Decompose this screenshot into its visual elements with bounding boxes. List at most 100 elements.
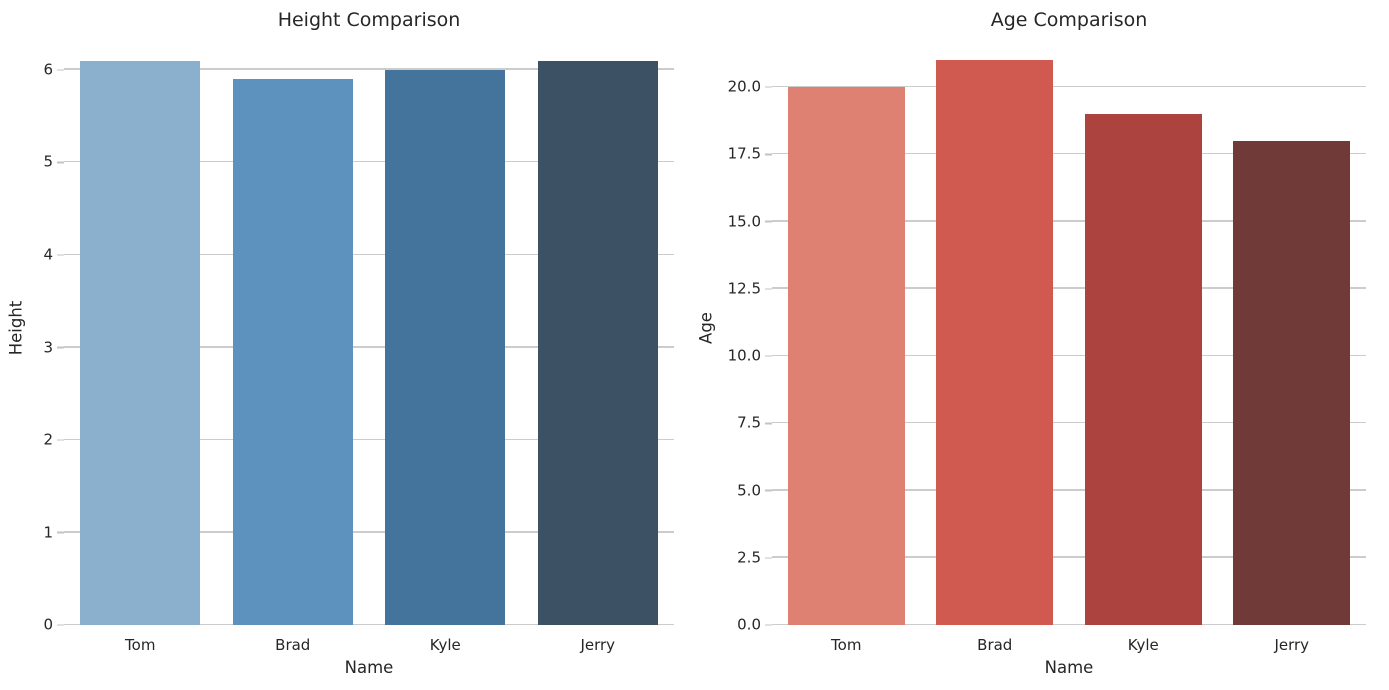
y-tick: 2.5 <box>737 550 772 565</box>
y-tick: 3 <box>43 340 64 355</box>
y-tick-label: 7.5 <box>737 413 761 432</box>
bar-jerry <box>1233 140 1351 625</box>
bar-tom <box>80 60 201 625</box>
bar-slot-kyle <box>1069 32 1218 625</box>
y-tick-mark <box>765 422 772 425</box>
y-tick: 12.5 <box>728 281 772 296</box>
bar-tom <box>787 87 905 625</box>
y-tick-label: 6 <box>43 60 53 79</box>
gridline <box>772 287 1366 289</box>
bar-slot-brad <box>217 32 370 625</box>
x-axis-label: Name <box>1044 658 1094 677</box>
y-tick-mark <box>765 624 772 626</box>
y-tick-mark <box>765 355 772 357</box>
plot-area <box>64 32 674 625</box>
y-tick-mark <box>57 624 64 626</box>
y-tick-label: 12.5 <box>727 279 761 298</box>
y-tick-label: 3 <box>43 338 53 356</box>
gridline <box>772 354 1366 357</box>
bars-group <box>772 32 1366 625</box>
y-tick: 1 <box>43 525 64 540</box>
y-tick: 5.0 <box>737 483 772 498</box>
y-tick-mark <box>57 161 64 164</box>
y-tick: 0 <box>43 615 64 634</box>
x-tick-label-kyle: Kyle <box>1127 636 1159 654</box>
y-tick: 15.0 <box>728 214 772 229</box>
bar-slot-tom <box>64 32 217 625</box>
y-tick-mark <box>765 153 772 156</box>
bar-slot-jerry <box>522 32 675 625</box>
x-axis-ticks: Tom Brad Kyle Jerry <box>772 632 1366 658</box>
y-tick-label: 5 <box>43 152 53 171</box>
y-tick-label: 15.0 <box>727 212 761 231</box>
y-tick-label: 1 <box>43 523 53 541</box>
y-tick-label: 5.0 <box>737 481 761 499</box>
y-tick-label: 4 <box>43 245 53 264</box>
y-tick-label: 17.5 <box>727 144 761 163</box>
y-tick-label: 0.0 <box>737 615 761 634</box>
y-axis-ticks: 0 1 2 3 4 5 6 <box>4 32 64 632</box>
y-tick: 5 <box>43 152 64 171</box>
bar-slot-tom <box>772 32 921 625</box>
x-tick-label-jerry: Jerry <box>1274 636 1310 654</box>
bar-slot-jerry <box>1218 32 1367 625</box>
bar-kyle <box>1084 114 1202 625</box>
y-tick: 2 <box>43 430 64 449</box>
y-tick-mark <box>765 489 772 492</box>
gridline <box>772 421 1366 424</box>
y-tick-label: 2.5 <box>737 548 761 567</box>
bar-slot-kyle <box>369 32 522 625</box>
bar-jerry <box>537 60 658 625</box>
gridline <box>64 438 674 440</box>
y-tick: 7.5 <box>737 413 772 432</box>
x-tick-label-brad: Brad <box>275 636 311 654</box>
gridline <box>64 346 674 348</box>
bar-slot-brad <box>921 32 1070 625</box>
x-axis-ticks: Tom Brad Kyle Jerry <box>64 632 674 658</box>
y-tick-mark <box>57 346 64 349</box>
x-tick-label-tom: Tom <box>831 636 862 654</box>
gridline <box>64 531 674 533</box>
y-tick: 6 <box>43 62 64 77</box>
gridline <box>772 220 1366 222</box>
y-axis-ticks: 0.0 2.5 5.0 7.5 10.0 12.5 15.0 17.5 20.0 <box>712 32 772 632</box>
x-tick-label-brad: Brad <box>977 636 1013 654</box>
y-tick: 10.0 <box>728 348 772 364</box>
y-tick: 17.5 <box>727 144 772 163</box>
x-tick-label-jerry: Jerry <box>580 636 616 654</box>
bar-kyle <box>385 69 506 625</box>
gridline <box>772 556 1366 558</box>
bar-brad <box>232 79 353 625</box>
y-tick-mark <box>765 288 772 290</box>
gridline <box>772 85 1366 88</box>
bar-brad <box>936 60 1054 625</box>
age-comparison-chart: Age Comparison Age 0.0 2.5 5.0 7.5 10.0 12.5 1… <box>694 0 1389 690</box>
x-tick-label-kyle: Kyle <box>429 636 461 654</box>
y-tick-mark <box>765 557 772 559</box>
chart-title: Height Comparison <box>277 9 461 31</box>
y-tick-mark <box>57 531 64 534</box>
x-tick-label-tom: Tom <box>125 636 156 654</box>
y-tick-mark <box>765 86 772 88</box>
y-tick-mark <box>57 69 64 71</box>
bars-group <box>64 32 674 625</box>
gridline <box>64 253 674 255</box>
plot-area <box>772 32 1366 625</box>
y-tick-mark <box>57 439 64 441</box>
y-tick-label: 0 <box>43 615 53 634</box>
y-tick: 4 <box>43 245 64 264</box>
gridline <box>64 68 674 70</box>
y-tick-label: 2 <box>43 430 53 449</box>
gridline <box>772 623 1366 625</box>
y-tick-label: 20.0 <box>727 77 761 96</box>
y-tick: 0.0 <box>737 615 772 634</box>
gridline <box>64 160 674 163</box>
y-tick-mark <box>765 220 772 223</box>
x-axis-label: Name <box>344 658 394 677</box>
chart-title: Age Comparison <box>990 9 1148 31</box>
gridline <box>772 489 1366 491</box>
y-tick: 20.0 <box>727 77 772 96</box>
y-tick-mark <box>57 254 64 256</box>
